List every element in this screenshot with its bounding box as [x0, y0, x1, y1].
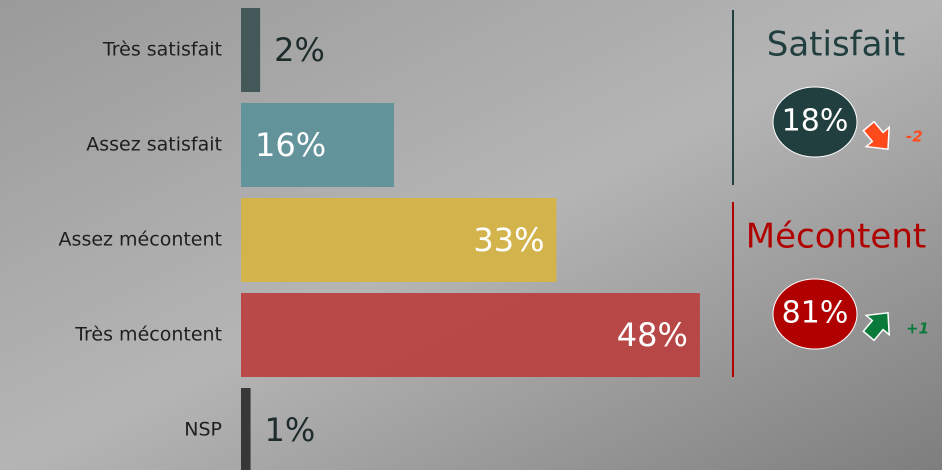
- summary-value: 18%: [782, 104, 849, 139]
- bar: [241, 388, 251, 470]
- category-label: Assez satisfait: [86, 134, 222, 156]
- summary-title: Satisfait: [767, 25, 906, 65]
- value-label: 1%: [265, 411, 316, 449]
- chart: Très satisfait 2% Assez satisfait 16% Assez …: [0, 0, 942, 470]
- category-label: NSP: [184, 419, 222, 441]
- summary-title: Mécontent: [746, 217, 926, 257]
- category-label: Assez mécontent: [59, 229, 222, 251]
- change-label: +1: [906, 320, 929, 338]
- value-label: 33%: [473, 221, 544, 259]
- category-label: Très mécontent: [74, 324, 222, 346]
- value-label: 48%: [617, 316, 688, 354]
- value-label: 16%: [255, 126, 326, 164]
- change-label: -2: [906, 128, 923, 146]
- summary-value: 81%: [782, 296, 849, 331]
- category-label: Très satisfait: [102, 39, 222, 61]
- bar: [241, 8, 260, 92]
- value-label: 2%: [274, 31, 325, 69]
